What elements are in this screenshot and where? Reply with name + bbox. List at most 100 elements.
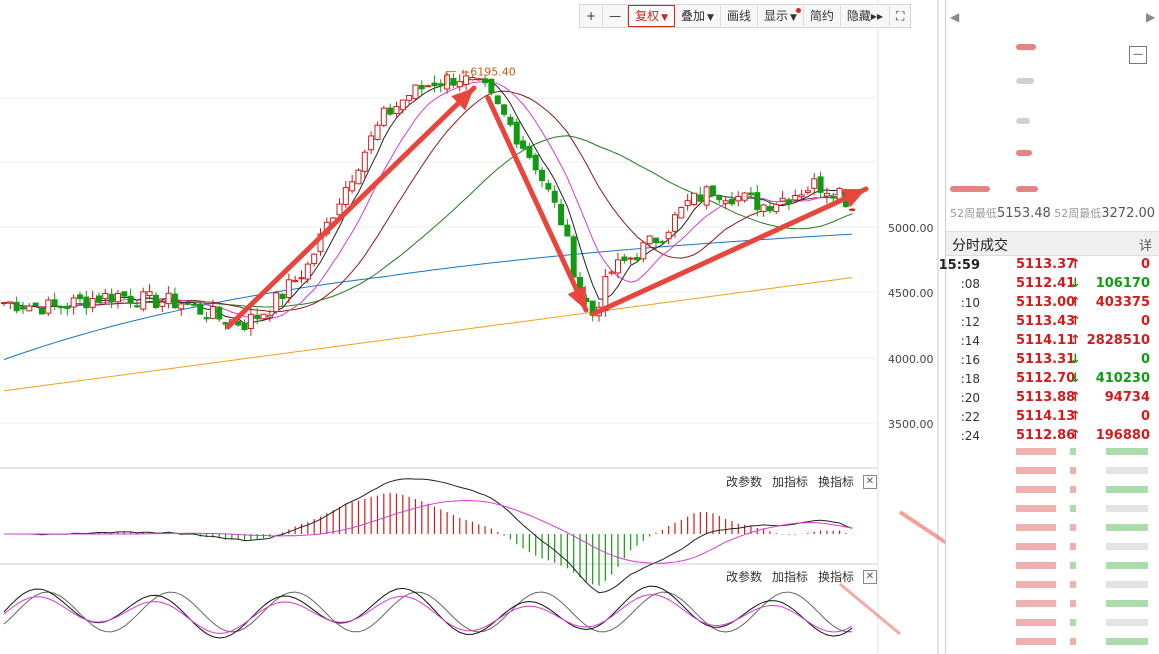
candle-body bbox=[399, 99, 406, 111]
blurred-cell bbox=[1106, 486, 1148, 493]
hide-label: 隐藏 bbox=[846, 9, 871, 23]
blurred-cell bbox=[1070, 619, 1076, 626]
close-panel-icon[interactable]: ✕ bbox=[863, 570, 877, 584]
simple-mode-button[interactable]: 简约 bbox=[804, 6, 841, 26]
candle-body bbox=[203, 317, 210, 320]
draw-line-button[interactable]: 画线 bbox=[721, 6, 758, 26]
candle-body bbox=[532, 154, 539, 171]
candle-body bbox=[108, 293, 115, 303]
overlay-dropdown[interactable]: 叠加 ▼ bbox=[675, 6, 721, 26]
candle-body bbox=[684, 200, 691, 207]
candle-body bbox=[254, 314, 261, 319]
switch-indicator-button[interactable]: 换指标 bbox=[818, 475, 855, 489]
blurred-cell bbox=[1106, 505, 1148, 512]
candle-body bbox=[304, 263, 311, 280]
fullscreen-button[interactable]: ⛶ bbox=[890, 6, 910, 26]
candle-body bbox=[450, 77, 457, 86]
trade-volume: 0 bbox=[1140, 314, 1150, 329]
trade-volume: 0 bbox=[1140, 409, 1150, 424]
week52-low-label: 52周最低 bbox=[950, 207, 997, 220]
candle-body bbox=[102, 292, 109, 300]
candle-body bbox=[652, 237, 659, 244]
candle-body bbox=[659, 241, 666, 244]
week52-low-value: 5153.48 bbox=[997, 206, 1051, 221]
macd-panel-toolbar: 改参数 加指标 换指标 bbox=[726, 473, 854, 490]
close-panel-icon[interactable]: ✕ bbox=[863, 475, 877, 489]
candle-body bbox=[387, 107, 394, 115]
ma60-line bbox=[3, 135, 853, 308]
trade-time: :08 bbox=[960, 277, 980, 291]
detail-button[interactable]: 详 bbox=[1138, 239, 1152, 254]
candle-body bbox=[469, 76, 476, 81]
blurred-cell bbox=[1016, 638, 1056, 645]
trade-row: :22 5114.13 ↑ 0 bbox=[946, 408, 1159, 427]
change-params-button[interactable]: 改参数 bbox=[726, 570, 763, 584]
candle-body bbox=[83, 296, 90, 309]
kline-chart[interactable]: ←6195.40 bbox=[0, 0, 945, 654]
arrow-up-icon: ↑ bbox=[1070, 314, 1081, 329]
chevron-down-icon: ▼ bbox=[789, 13, 797, 23]
trade-price: 5112.41 bbox=[1016, 276, 1076, 291]
candle-body bbox=[380, 107, 387, 126]
blurred-cell bbox=[1106, 600, 1148, 607]
candle-body bbox=[273, 292, 280, 313]
candle-body bbox=[501, 104, 508, 115]
candle-body bbox=[463, 75, 470, 85]
candle-body bbox=[51, 299, 58, 307]
candle-body bbox=[368, 135, 375, 151]
candle-body bbox=[152, 294, 159, 309]
candle-body bbox=[222, 322, 229, 325]
blurred-cell bbox=[1070, 543, 1076, 550]
change-params-button[interactable]: 改参数 bbox=[726, 475, 763, 489]
fuquan-dropdown[interactable]: 复权 ▼ bbox=[628, 5, 675, 27]
kdj-k-line bbox=[3, 585, 853, 639]
hide-button[interactable]: 隐藏▸▸ bbox=[841, 6, 890, 26]
blurred-row bbox=[1016, 78, 1034, 84]
blurred-cell bbox=[1070, 448, 1076, 455]
trade-volume: 2828510 bbox=[1086, 333, 1150, 348]
blurred-row bbox=[950, 186, 990, 192]
blurred-cell bbox=[1016, 619, 1056, 626]
nav-left-icon[interactable]: ◀ bbox=[950, 10, 960, 24]
peak-price-label: ←6195.40 bbox=[461, 66, 516, 79]
chart-toolbar: + — 复权 ▼ 叠加 ▼ 画线 显示 ▼ 简约 隐藏▸▸ ⛶ bbox=[579, 4, 912, 28]
blurred-cell bbox=[1106, 524, 1148, 531]
blurred-cell bbox=[1106, 562, 1148, 569]
zoom-in-button[interactable]: + bbox=[580, 6, 604, 26]
blurred-cell bbox=[1106, 467, 1148, 474]
candle-body bbox=[741, 192, 748, 201]
switch-indicator-button[interactable]: 换指标 bbox=[818, 570, 855, 584]
price-tick-5000: 5000.00 bbox=[888, 222, 934, 235]
week52-high-label: 52周最低 bbox=[1054, 207, 1102, 220]
candle-body bbox=[57, 306, 64, 309]
candle-body bbox=[482, 78, 489, 84]
display-dropdown[interactable]: 显示 ▼ bbox=[758, 6, 804, 26]
trend-arrow bbox=[225, 85, 477, 330]
candle-body bbox=[792, 195, 799, 201]
fuquan-label: 复权 bbox=[635, 9, 660, 23]
kdj-panel-toolbar: 改参数 加指标 换指标 bbox=[726, 568, 854, 585]
candle-body bbox=[608, 271, 615, 274]
add-indicator-button[interactable]: 加指标 bbox=[772, 570, 809, 584]
candle-body bbox=[627, 257, 634, 260]
candle-body bbox=[513, 121, 520, 145]
candle-body bbox=[754, 192, 761, 210]
blurred-cell bbox=[1016, 562, 1056, 569]
candle-body bbox=[785, 199, 792, 205]
trade-time: :24 bbox=[960, 429, 980, 443]
candle-body bbox=[121, 291, 128, 297]
candle-body bbox=[197, 303, 204, 315]
collapse-button[interactable]: — bbox=[1129, 46, 1147, 64]
quote-side-panel: ◀ ▶ — 52周最低5153.48 52周最低3272.00 分时成交 详 1… bbox=[939, 0, 1159, 654]
candle-body bbox=[190, 303, 197, 306]
candle-body bbox=[13, 301, 20, 312]
nav-right-icon[interactable]: ▶ bbox=[1146, 10, 1156, 24]
candle-body bbox=[216, 306, 223, 320]
add-indicator-button[interactable]: 加指标 bbox=[772, 475, 809, 489]
ma10-line bbox=[3, 80, 853, 320]
trade-price: 5113.31 bbox=[1016, 352, 1076, 367]
trade-row: 15:59 5113.37 ↑ 0 bbox=[939, 256, 1159, 275]
zoom-out-button[interactable]: — bbox=[603, 6, 629, 26]
blurred-cell bbox=[1070, 467, 1076, 474]
candle-body bbox=[475, 78, 482, 81]
